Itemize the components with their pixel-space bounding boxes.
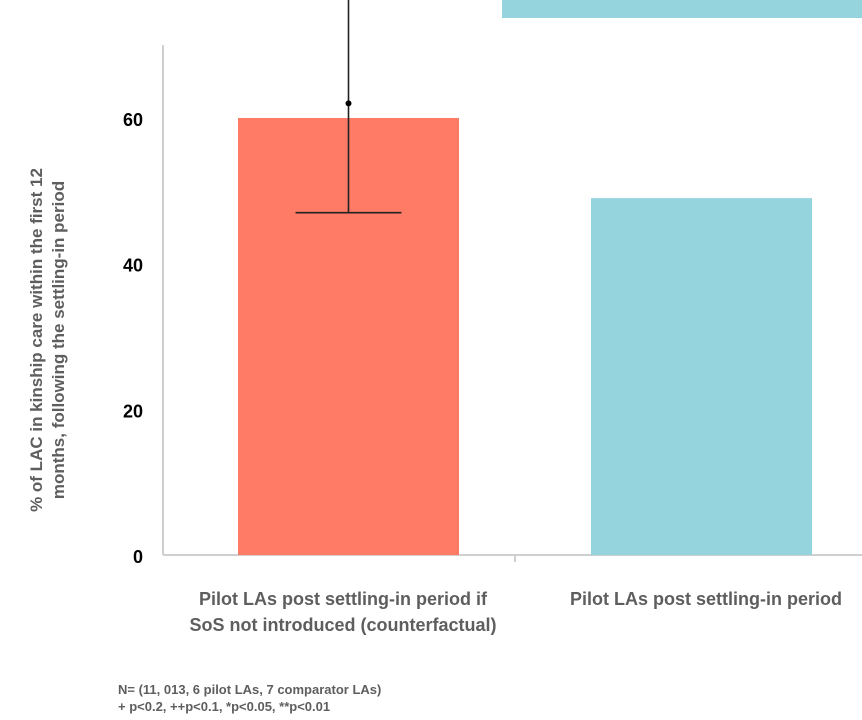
y-tick-label: 20 (123, 401, 143, 421)
point-estimate (345, 100, 352, 107)
x-category-label-counterfactual: Pilot LAs post settling-in period if SoS… (189, 589, 497, 635)
bar (591, 198, 812, 555)
x-category-label-pilot: Pilot LAs post settling-in period (570, 589, 842, 609)
bars (238, 118, 812, 555)
sample-size-note: N= (11, 013, 6 pilot LAs, 7 comparator L… (118, 682, 382, 697)
y-tick-labels: 0 20 40 60 (123, 110, 143, 567)
y-tick-label: 0 (133, 547, 143, 567)
legend-swatch (502, 0, 862, 18)
error-bars (295, 0, 402, 214)
y-tick-label: 60 (123, 110, 143, 130)
y-tick-label: 40 (123, 256, 143, 276)
significance-note: + p<0.2, ++p<0.1, *p<0.05, **p<0.01 (118, 699, 331, 714)
y-axis-label: % of LAC in kinship care within the firs… (27, 168, 68, 512)
